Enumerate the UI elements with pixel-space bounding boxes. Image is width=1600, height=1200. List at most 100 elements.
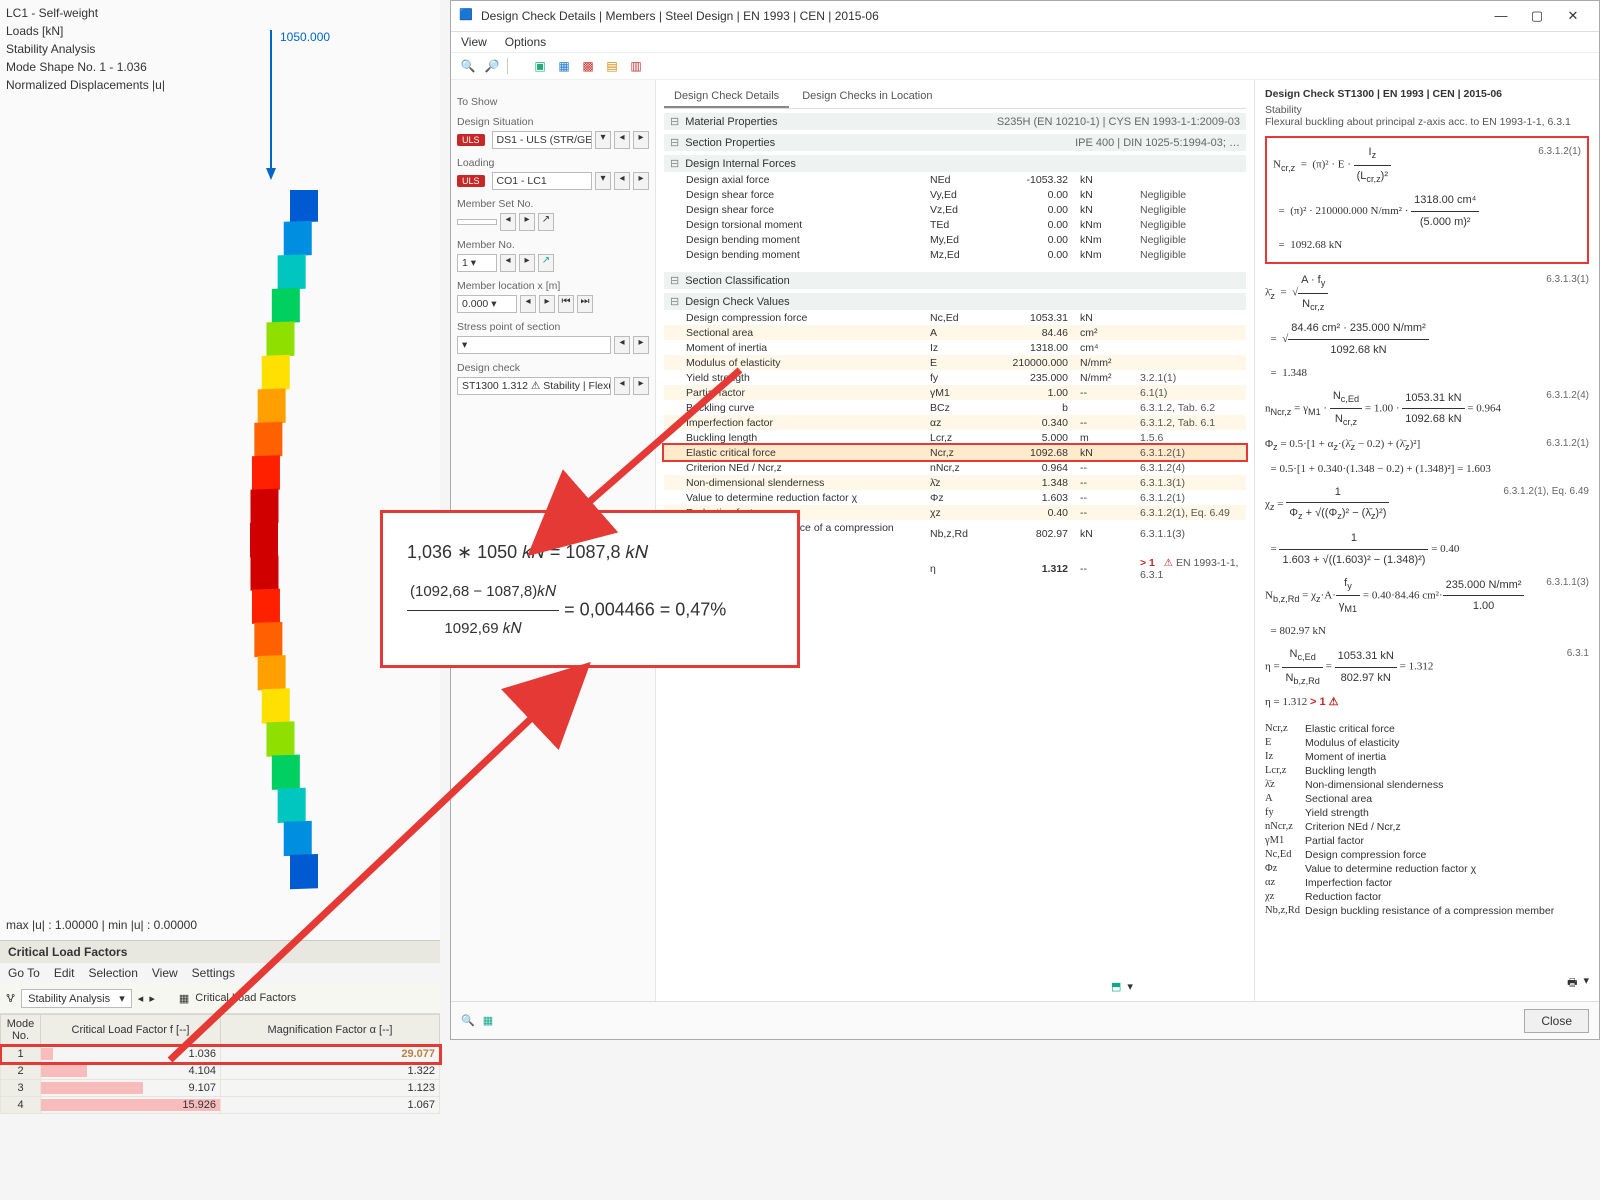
dc-menubar: View Options	[451, 32, 1599, 53]
classification-header[interactable]: Section Classification	[664, 272, 1246, 289]
dc-footer: 🔍 ▦ Close	[451, 1001, 1599, 1039]
table-row: Design torsional momentTEd0.00kNmNegligi…	[664, 217, 1246, 232]
dc-toolbar: 🔍 🔎 ▣ ▦ ▩ ▤ ▥	[451, 53, 1599, 80]
tool-icon[interactable]: ▩	[579, 57, 597, 75]
clf-menu-item[interactable]: Settings	[192, 966, 235, 980]
legend-row: χzReduction factor	[1265, 891, 1589, 903]
prev-button[interactable]: ◂	[500, 254, 516, 272]
col-factor: Critical Load Factor f [--]	[41, 1015, 221, 1046]
prev-button[interactable]: ◂	[138, 992, 144, 1005]
prev-button[interactable]: ◂	[520, 295, 536, 313]
prev-button[interactable]: ◂	[614, 172, 630, 190]
next-button[interactable]: ▸	[633, 336, 649, 354]
next-button[interactable]: ▸	[519, 213, 535, 231]
jump-start-icon[interactable]: ⏮	[558, 295, 574, 313]
legend-row: ΦzValue to determine reduction factor χ	[1265, 863, 1589, 875]
details-icon[interactable]: ▦	[483, 1014, 493, 1027]
right-sub: StabilityFlexural buckling about princip…	[1265, 104, 1589, 128]
table-row[interactable]: 2 4.104 1.322	[1, 1063, 440, 1080]
footer-icon[interactable]: 🖶	[1567, 974, 1577, 993]
filter-icon[interactable]: 🜉	[6, 987, 15, 1009]
table-row: Criterion NEd / Ncr,znNcr,z0.964--6.3.1.…	[664, 460, 1246, 475]
table-row: Non-dimensional slendernessλ̄z1.348--6.3…	[664, 475, 1246, 490]
loading-label: Loading	[457, 157, 649, 169]
table-row[interactable]: 3 9.107 1.123	[1, 1080, 440, 1097]
tool-icon[interactable]: ▦	[555, 57, 573, 75]
maximize-button[interactable]: ▢	[1519, 5, 1555, 27]
clf-menu-item[interactable]: View	[152, 966, 178, 980]
next-button[interactable]: ▸	[633, 377, 649, 395]
material-header[interactable]: Material Properties S235H (EN 10210-1) |…	[664, 113, 1246, 130]
clf-menu-item[interactable]: Selection	[89, 966, 138, 980]
tab-location[interactable]: Design Checks in Location	[792, 86, 942, 106]
dropdown-icon[interactable]: ▾	[595, 131, 611, 149]
clf-menu-item[interactable]: Edit	[54, 966, 75, 980]
forces-header[interactable]: Design Internal Forces	[664, 155, 1246, 172]
table-icon[interactable]: ▦	[179, 992, 189, 1005]
table-row[interactable]: 4 15.926 1.067	[1, 1097, 440, 1114]
dc-menu-item[interactable]: Options	[505, 35, 546, 49]
next-button[interactable]: ▸	[633, 172, 649, 190]
prev-button[interactable]: ◂	[614, 336, 630, 354]
pick-icon[interactable]: ↗	[538, 254, 554, 272]
tool-icon[interactable]: 🔎	[483, 57, 501, 75]
stress-point-select[interactable]: ▾	[457, 336, 611, 354]
design-check-select[interactable]: ST1300 1.312 ⚠ Stability | Flexural …	[457, 377, 611, 395]
values-header[interactable]: Design Check Values	[664, 293, 1246, 310]
table-row[interactable]: 1 1.036 29.077	[1, 1046, 440, 1063]
dropdown-icon[interactable]: ▾	[595, 172, 611, 190]
clf-menu-item[interactable]: Go To	[8, 966, 40, 980]
footer-icon[interactable]: ▾	[1583, 974, 1589, 993]
section-header[interactable]: Section Properties IPE 400 | DIN 1025-5:…	[664, 134, 1246, 151]
table-row: Design axial forceNEd-1053.32kN	[664, 172, 1246, 187]
search-icon[interactable]: 🔍	[461, 1014, 475, 1027]
next-button[interactable]: ▸	[633, 131, 649, 149]
symbol-legend: Ncr,zElastic critical force EModulus of …	[1265, 723, 1589, 917]
table-row: Buckling lengthLcr,z5.000m1.5.6	[664, 430, 1246, 445]
legend-row: Ncr,zElastic critical force	[1265, 723, 1589, 735]
table-row: Modulus of elasticityE210000.000N/mm²	[664, 355, 1246, 370]
deformed-beam	[240, 190, 360, 890]
pick-icon[interactable]: ↗	[538, 213, 554, 231]
close-button[interactable]: Close	[1524, 1009, 1589, 1033]
member-no-select[interactable]: 1 ▾	[457, 254, 497, 272]
titlebar: 🟦 Design Check Details | Members | Steel…	[451, 1, 1599, 32]
next-button[interactable]: ▸	[519, 254, 535, 272]
forces-table: Design axial forceNEd-1053.32kN Design s…	[664, 172, 1246, 262]
clf-tab[interactable]: Critical Load Factors	[195, 992, 296, 1004]
dc-menu-item[interactable]: View	[461, 35, 487, 49]
tool-icon[interactable]: ▥	[627, 57, 645, 75]
table-row: Design compression forceNc,Ed1053.31kN	[664, 310, 1246, 325]
member-set-input[interactable]	[457, 219, 497, 225]
design-situation-label: Design Situation	[457, 116, 649, 128]
footer-icon[interactable]: ⬒	[1111, 980, 1121, 993]
prev-button[interactable]: ◂	[614, 377, 630, 395]
close-button[interactable]: ✕	[1555, 5, 1591, 27]
tool-icon[interactable]: ▣	[531, 57, 549, 75]
next-button[interactable]: ▸	[149, 992, 155, 1005]
uls-tag: ULS	[457, 134, 485, 146]
minimize-button[interactable]: —	[1483, 5, 1519, 27]
col-magnification: Magnification Factor α [--]	[221, 1015, 440, 1046]
tool-icon[interactable]: 🔍	[459, 57, 477, 75]
next-button[interactable]: ▸	[539, 295, 555, 313]
tab-details[interactable]: Design Check Details	[664, 86, 789, 108]
design-situation-select[interactable]: DS1 - ULS (STR/GEO) - Perman…	[492, 131, 592, 149]
clf-analysis-select[interactable]: Stability Analysis ▾	[21, 989, 132, 1008]
footer-icon[interactable]: ▾	[1127, 980, 1133, 993]
member-set-label: Member Set No.	[457, 198, 649, 210]
table-row: Elastic critical forceNcr,z1092.68kN6.3.…	[664, 445, 1246, 460]
prev-button[interactable]: ◂	[614, 131, 630, 149]
annotation-callout: 1,036 ∗ 1050 𝑘𝑁 = 1087,8 𝑘𝑁 (1092,68 − 1…	[380, 510, 800, 668]
clf-title: Critical Load Factors	[0, 940, 440, 963]
app-icon: 🟦	[459, 8, 475, 24]
table-row: Moment of inertiaIz1318.00cm⁴	[664, 340, 1246, 355]
window-title: Design Check Details | Members | Steel D…	[481, 9, 1483, 23]
prev-button[interactable]: ◂	[500, 213, 516, 231]
legend-row: ASectional area	[1265, 793, 1589, 805]
jump-end-icon[interactable]: ⏭	[577, 295, 593, 313]
tool-icon[interactable]: ▤	[603, 57, 621, 75]
member-loc-input[interactable]: 0.000 ▾	[457, 295, 517, 313]
legend-row: λ̄zNon-dimensional slenderness	[1265, 779, 1589, 791]
loading-select[interactable]: CO1 - LC1	[492, 172, 592, 190]
